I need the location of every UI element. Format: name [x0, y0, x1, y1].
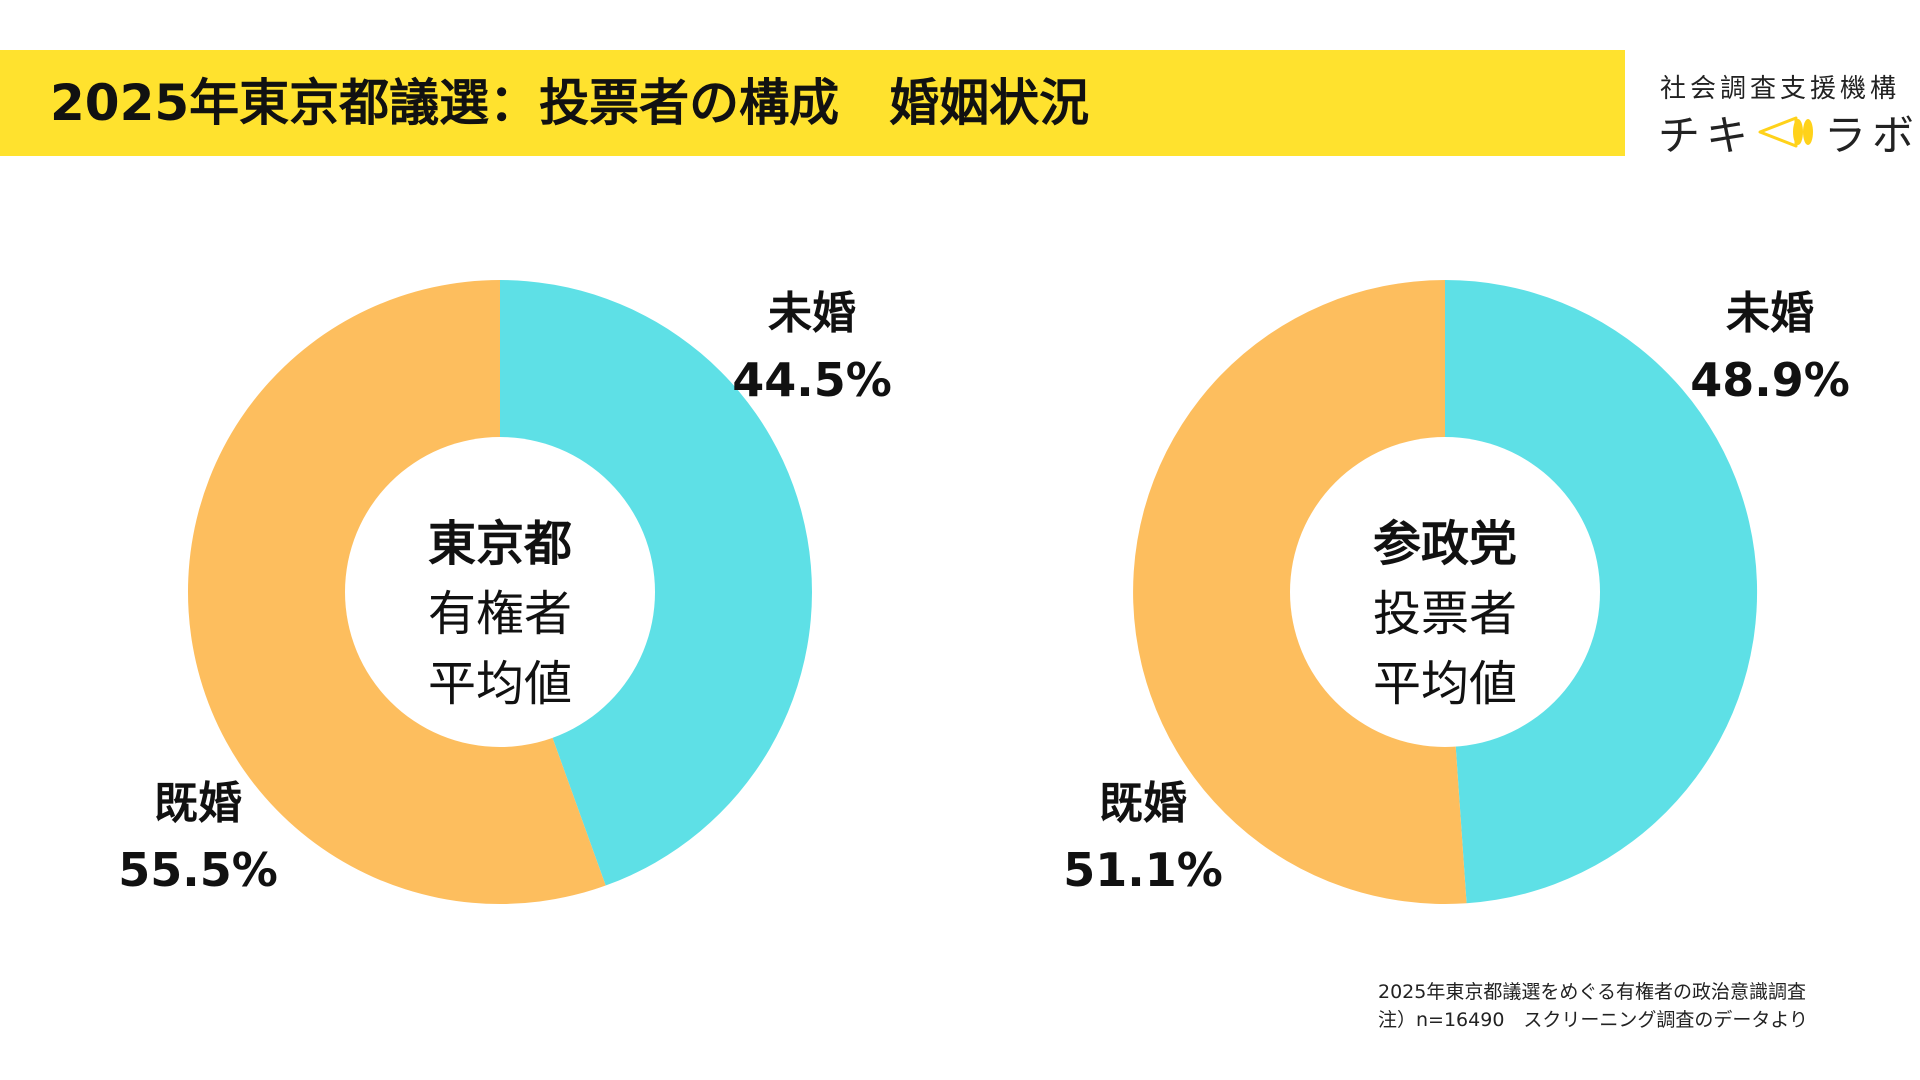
source-footnote: 2025年東京都議選をめぐる有権者の政治意識調査 注）n=16490 スクリーニ…: [1378, 978, 1808, 1034]
brand-logo: 社会調査支援機構 チキ ラボ: [1640, 62, 1914, 162]
slice-unmarried: [500, 280, 812, 886]
title-bar: 2025年東京都議選：投票者の構成 婚姻状況: [0, 50, 1625, 156]
slice-unmarried: [1445, 280, 1758, 904]
slice-value-married: 55.5%: [118, 843, 278, 897]
slice-label-married: 既婚: [154, 778, 242, 829]
slice-value-unmarried: 48.9%: [1690, 353, 1850, 407]
center-label-line1: 東京都: [428, 516, 572, 572]
center-label-line3: 平均値: [1373, 656, 1517, 712]
donut-chart-tokyo: 東京都 有権者 平均値 未婚 44.5% 既婚 55.5%: [118, 280, 892, 904]
donut-hole: [1290, 437, 1600, 747]
logo-brand-right: ラボ: [1824, 110, 1920, 160]
center-label-line2: 投票者: [1373, 586, 1517, 642]
footnote-line2: 注）n=16490 スクリーニング調査のデータより: [1378, 1009, 1809, 1031]
donut-chart-sanseito: 参政党 投票者 平均値 未婚 48.9% 既婚 51.1%: [1063, 280, 1850, 905]
logo-brand: チキ ラボ: [1658, 104, 1920, 160]
slice-label-unmarried: 未婚: [768, 288, 856, 339]
center-label-line1: 参政党: [1373, 516, 1517, 572]
logo-brand-left: チキ: [1658, 110, 1755, 160]
slice-label-married: 既婚: [1099, 778, 1187, 829]
megaphone-icon: [1758, 116, 1814, 148]
center-label-line2: 有権者: [428, 586, 572, 642]
donut-hole: [345, 437, 655, 747]
center-label-line3: 平均値: [428, 656, 572, 712]
logo-org-name: 社会調査支援機構: [1660, 74, 1901, 104]
slice-value-married: 51.1%: [1063, 843, 1223, 897]
footnote-line1: 2025年東京都議選をめぐる有権者の政治意識調査: [1378, 981, 1806, 1003]
slice-label-unmarried: 未婚: [1726, 288, 1814, 339]
page-title: 2025年東京都議選：投票者の構成 婚姻状況: [50, 74, 1090, 132]
slice-value-unmarried: 44.5%: [732, 353, 892, 407]
